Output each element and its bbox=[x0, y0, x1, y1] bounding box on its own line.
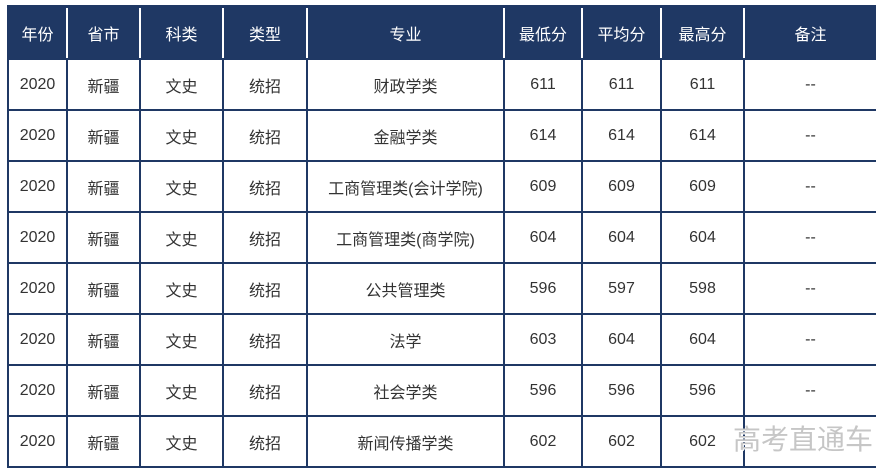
cell-remark: -- bbox=[745, 364, 876, 415]
table-row: 2020 新疆 文史 统招 工商管理类(商学院) 604 604 604 -- bbox=[9, 211, 876, 262]
cell-min-score: 596 bbox=[505, 262, 583, 313]
table-row: 2020 新疆 文史 统招 社会学类 596 596 596 -- bbox=[9, 364, 876, 415]
cell-max-score: 604 bbox=[662, 211, 745, 262]
cell-category: 文史 bbox=[141, 58, 224, 109]
cell-type: 统招 bbox=[224, 160, 308, 211]
cell-province: 新疆 bbox=[68, 211, 141, 262]
cell-major: 社会学类 bbox=[308, 364, 505, 415]
table-row: 2020 新疆 文史 统招 金融学类 614 614 614 -- bbox=[9, 109, 876, 160]
cell-type: 统招 bbox=[224, 364, 308, 415]
cell-year: 2020 bbox=[9, 160, 68, 211]
cell-remark: -- bbox=[745, 211, 876, 262]
cell-province: 新疆 bbox=[68, 58, 141, 109]
cell-category: 文史 bbox=[141, 364, 224, 415]
column-header-min-score: 最低分 bbox=[505, 8, 583, 58]
cell-max-score: 611 bbox=[662, 58, 745, 109]
column-header-avg-score: 平均分 bbox=[583, 8, 662, 58]
cell-min-score: 609 bbox=[505, 160, 583, 211]
admission-scores-table: 年份 省市 科类 类型 专业 最低分 平均分 最高分 备注 2020 新疆 文史 统招 财政学类 611 6… bbox=[7, 5, 876, 468]
cell-avg-score: 614 bbox=[583, 109, 662, 160]
table-row: 2020 新疆 文史 统招 法学 603 604 604 -- bbox=[9, 313, 876, 364]
cell-avg-score: 604 bbox=[583, 211, 662, 262]
cell-province: 新疆 bbox=[68, 313, 141, 364]
cell-year: 2020 bbox=[9, 211, 68, 262]
cell-max-score: 602 bbox=[662, 415, 745, 466]
cell-max-score: 598 bbox=[662, 262, 745, 313]
table-row: 2020 新疆 文史 统招 公共管理类 596 597 598 -- bbox=[9, 262, 876, 313]
cell-avg-score: 611 bbox=[583, 58, 662, 109]
table-row: 2020 新疆 文史 统招 新闻传播学类 602 602 602 bbox=[9, 415, 876, 466]
cell-remark: -- bbox=[745, 160, 876, 211]
column-header-type: 类型 bbox=[224, 8, 308, 58]
column-header-province: 省市 bbox=[68, 8, 141, 58]
cell-category: 文史 bbox=[141, 313, 224, 364]
cell-avg-score: 604 bbox=[583, 313, 662, 364]
cell-major: 财政学类 bbox=[308, 58, 505, 109]
cell-year: 2020 bbox=[9, 313, 68, 364]
cell-min-score: 604 bbox=[505, 211, 583, 262]
cell-year: 2020 bbox=[9, 58, 68, 109]
cell-year: 2020 bbox=[9, 415, 68, 466]
cell-major: 新闻传播学类 bbox=[308, 415, 505, 466]
cell-min-score: 596 bbox=[505, 364, 583, 415]
cell-min-score: 611 bbox=[505, 58, 583, 109]
cell-max-score: 596 bbox=[662, 364, 745, 415]
table-body: 2020 新疆 文史 统招 财政学类 611 611 611 -- 2020 新疆 文史 统招 金融学类 6… bbox=[9, 58, 876, 466]
cell-avg-score: 602 bbox=[583, 415, 662, 466]
cell-max-score: 604 bbox=[662, 313, 745, 364]
cell-category: 文史 bbox=[141, 415, 224, 466]
cell-category: 文史 bbox=[141, 160, 224, 211]
cell-avg-score: 596 bbox=[583, 364, 662, 415]
cell-min-score: 614 bbox=[505, 109, 583, 160]
cell-major: 工商管理类(会计学院) bbox=[308, 160, 505, 211]
cell-min-score: 603 bbox=[505, 313, 583, 364]
cell-type: 统招 bbox=[224, 211, 308, 262]
cell-type: 统招 bbox=[224, 313, 308, 364]
cell-type: 统招 bbox=[224, 58, 308, 109]
cell-min-score: 602 bbox=[505, 415, 583, 466]
cell-remark: -- bbox=[745, 58, 876, 109]
cell-max-score: 614 bbox=[662, 109, 745, 160]
cell-major: 公共管理类 bbox=[308, 262, 505, 313]
cell-category: 文史 bbox=[141, 109, 224, 160]
cell-remark bbox=[745, 415, 876, 466]
cell-year: 2020 bbox=[9, 262, 68, 313]
cell-remark: -- bbox=[745, 109, 876, 160]
column-header-year: 年份 bbox=[9, 8, 68, 58]
cell-remark: -- bbox=[745, 313, 876, 364]
cell-major: 法学 bbox=[308, 313, 505, 364]
table-row: 2020 新疆 文史 统招 财政学类 611 611 611 -- bbox=[9, 58, 876, 109]
cell-major: 金融学类 bbox=[308, 109, 505, 160]
table-row: 2020 新疆 文史 统招 工商管理类(会计学院) 609 609 609 -- bbox=[9, 160, 876, 211]
cell-type: 统招 bbox=[224, 109, 308, 160]
cell-type: 统招 bbox=[224, 262, 308, 313]
cell-province: 新疆 bbox=[68, 364, 141, 415]
cell-year: 2020 bbox=[9, 364, 68, 415]
cell-province: 新疆 bbox=[68, 160, 141, 211]
cell-province: 新疆 bbox=[68, 262, 141, 313]
cell-province: 新疆 bbox=[68, 415, 141, 466]
cell-category: 文史 bbox=[141, 211, 224, 262]
cell-category: 文史 bbox=[141, 262, 224, 313]
cell-max-score: 609 bbox=[662, 160, 745, 211]
column-header-category: 科类 bbox=[141, 8, 224, 58]
column-header-remark: 备注 bbox=[745, 8, 876, 58]
cell-year: 2020 bbox=[9, 109, 68, 160]
cell-major: 工商管理类(商学院) bbox=[308, 211, 505, 262]
cell-avg-score: 597 bbox=[583, 262, 662, 313]
column-header-max-score: 最高分 bbox=[662, 8, 745, 58]
column-header-major: 专业 bbox=[308, 8, 505, 58]
cell-province: 新疆 bbox=[68, 109, 141, 160]
cell-remark: -- bbox=[745, 262, 876, 313]
cell-avg-score: 609 bbox=[583, 160, 662, 211]
cell-type: 统招 bbox=[224, 415, 308, 466]
header-row: 年份 省市 科类 类型 专业 最低分 平均分 最高分 备注 bbox=[9, 8, 876, 58]
